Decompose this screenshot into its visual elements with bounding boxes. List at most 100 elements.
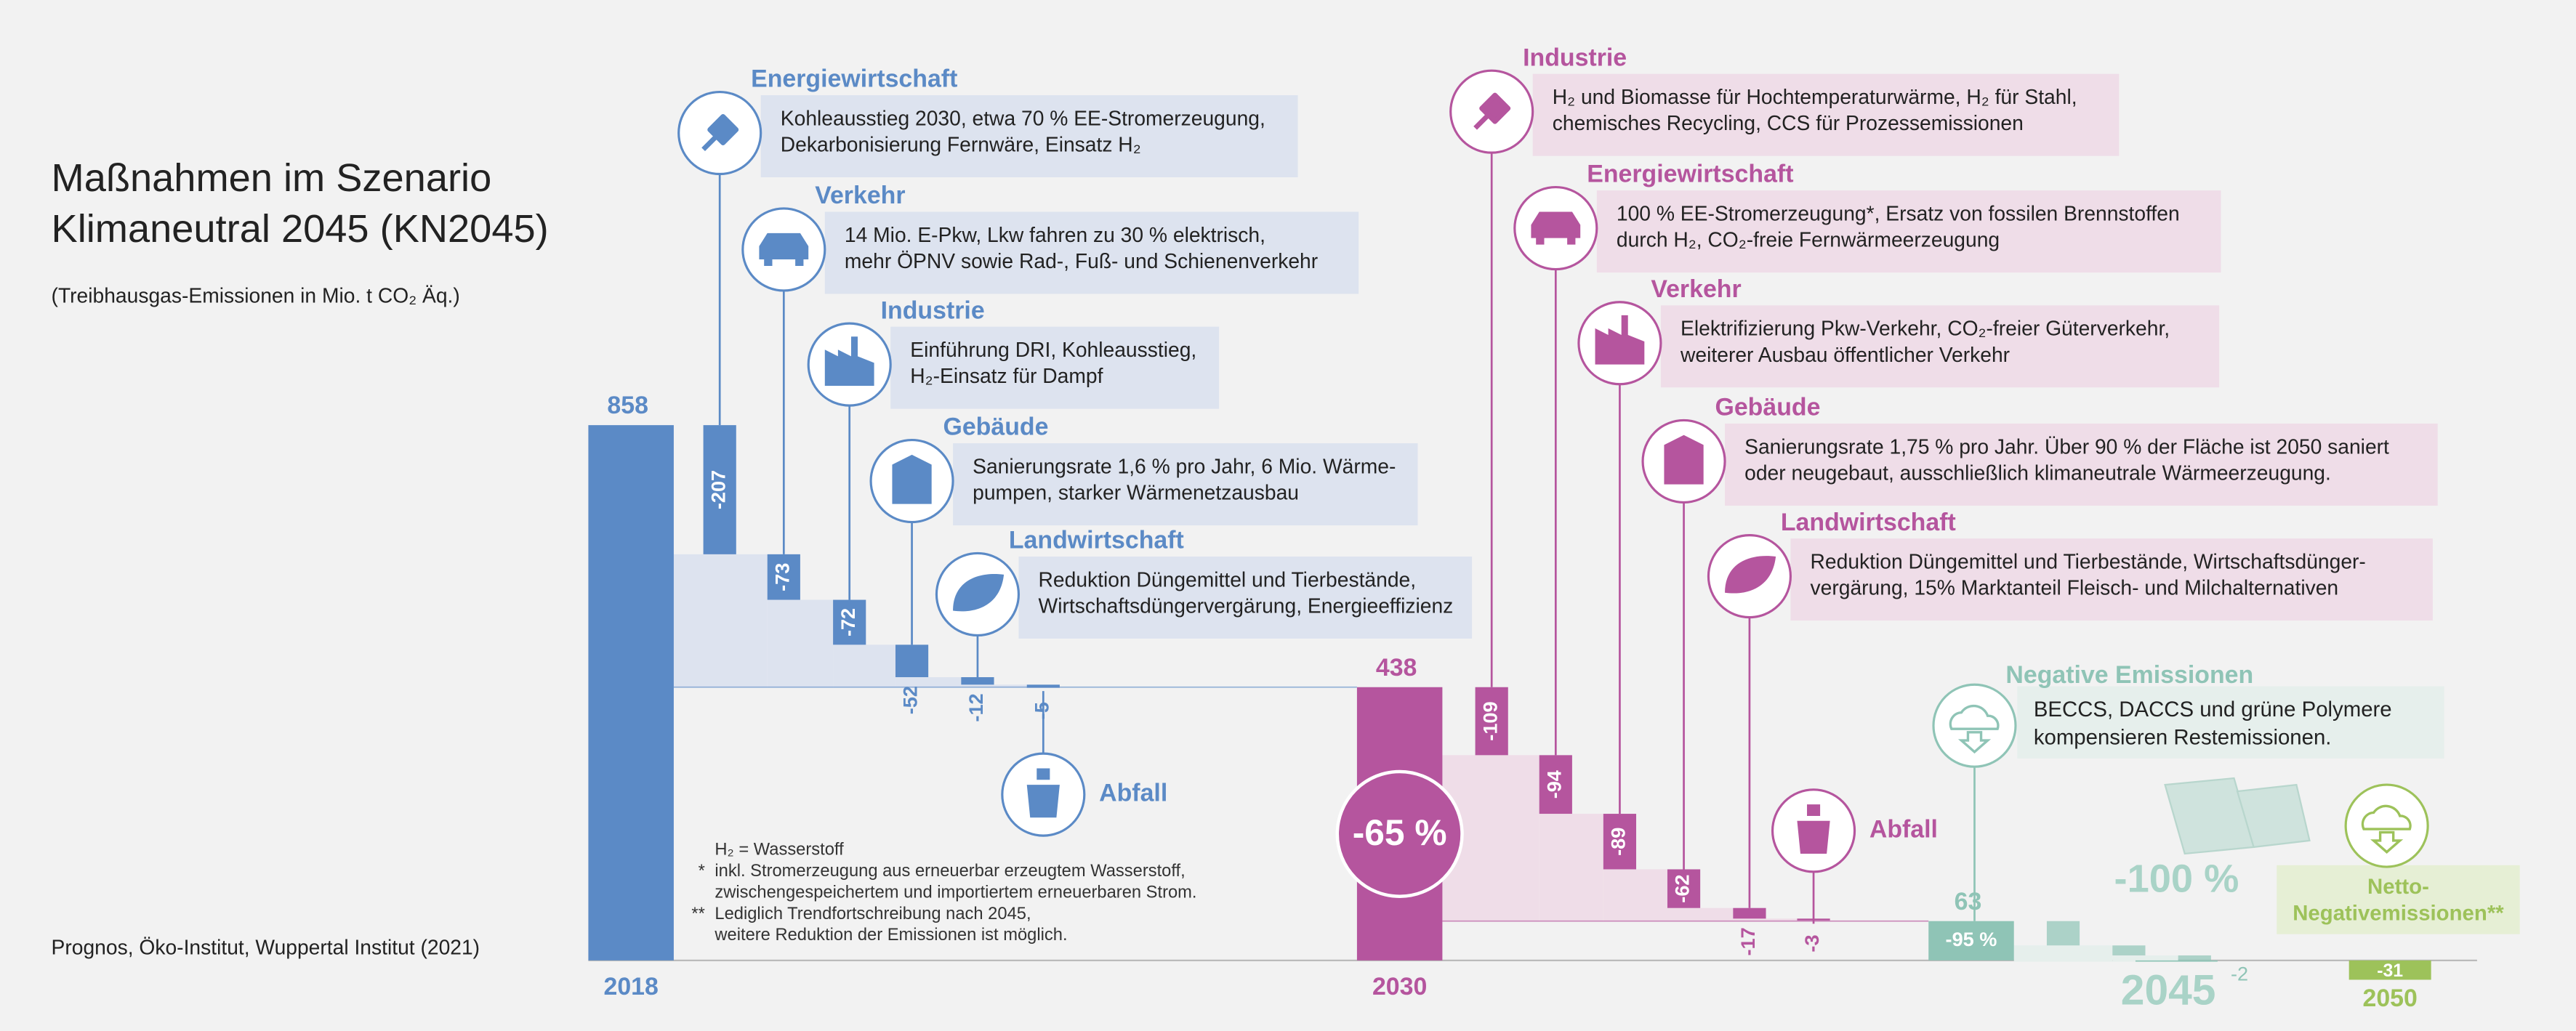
callout-text: Kohleausstieg 2030, etwa 70 % EE-Stromer…: [781, 106, 1265, 129]
sector-heading: Abfall: [1099, 780, 1167, 807]
change-label: -95 %: [1946, 928, 1997, 950]
value-label: -207: [707, 470, 729, 509]
icon-glyph: [953, 574, 1005, 612]
chart-subtitle: (Treibhausgas-Emissionen in Mio. t CO₂ Ä…: [52, 283, 460, 307]
value-label: -62: [1671, 875, 1694, 903]
shade: [961, 684, 1027, 687]
sector-heading: Verkehr: [815, 182, 905, 209]
value-label: -5: [1030, 702, 1052, 719]
footnote: inkl. Stromerzeugung aus erneuerbar erze…: [715, 862, 1185, 881]
callout-text: Wirtschaftsdüngervergärung, Energieeffiz…: [1039, 594, 1454, 617]
sector-heading: Gebäude: [1715, 394, 1820, 421]
bar: [703, 425, 736, 554]
callout-box: [2017, 686, 2444, 759]
shade: [1733, 918, 1798, 921]
bar: [1603, 814, 1637, 870]
callout-text: Netto-: [2367, 875, 2429, 899]
shade: [1667, 907, 1734, 921]
bar: [833, 599, 866, 645]
footnote: zwischengespeichertem und importiertem e…: [715, 883, 1196, 902]
icon: [2355, 794, 2418, 857]
total-value: 438: [1376, 654, 1417, 682]
change-label: -65 %: [1353, 812, 1447, 853]
bar: [2046, 921, 2080, 946]
callout-text: H₂ und Biomasse für Hochtemperaturwärme,…: [1553, 85, 2077, 108]
callout-text: H₂-Einsatz für Dampf: [910, 364, 1103, 387]
icon-glyph: [1531, 211, 1581, 245]
bar: [1667, 869, 1701, 908]
footnote-marker: **: [691, 905, 704, 923]
value-label: -73: [770, 563, 793, 591]
year-label: 2045: [2121, 967, 2216, 1014]
total-value: -31: [2377, 961, 2403, 981]
callout-text: Sanierungsrate 1,6 % pro Jahr, 6 Mio. Wä…: [973, 454, 1396, 477]
footnote: Lediglich Trendfortschreibung nach 2045,: [715, 905, 1031, 923]
shade: [895, 677, 962, 687]
sector-heading: Landwirtschaft: [1009, 527, 1184, 554]
year-label: 2050: [2362, 984, 2417, 1012]
bar: [1026, 684, 1060, 688]
value-label: -52: [899, 686, 922, 714]
total-bar: [1928, 921, 2014, 961]
bar: [767, 554, 800, 600]
footnote: H₂ = Wasserstoff: [715, 841, 844, 860]
callout-box: [824, 211, 1359, 294]
callout-box: [1660, 305, 2220, 388]
callout-text: Negativemissionen**: [2293, 901, 2504, 925]
total-value: 858: [607, 392, 648, 419]
callout-box: [953, 443, 1418, 526]
callout-box: [760, 95, 1298, 178]
icon-glyph: [1026, 768, 1060, 818]
callout-box: [1018, 556, 1473, 639]
callout-text: vergärung, 15% Marktanteil Fleisch- und …: [1811, 576, 2339, 599]
sector-heading: Industrie: [881, 296, 985, 324]
value-label: -17: [1736, 927, 1759, 955]
callout-text: weiterer Ausbau öffentlicher Verkehr: [1680, 343, 2010, 366]
shade: [2112, 955, 2178, 962]
sector-heading: Negative Emissionen: [2005, 661, 2253, 689]
shade: [1603, 869, 1667, 921]
callout-box: [1725, 423, 2438, 506]
icon-glyph: [1949, 704, 2000, 754]
callout-text: 14 Mio. E-Pkw, Lkw fahren zu 30 % elektr…: [845, 223, 1265, 246]
change-badge: [1335, 769, 1464, 898]
chart-title: Maßnahmen im Szenario: [52, 156, 492, 200]
sector-heading: Abfall: [1869, 815, 1938, 843]
sector-heading: Verkehr: [1651, 275, 1741, 303]
callout-box: [1790, 538, 2433, 621]
shade: [767, 599, 834, 687]
sector-heading: Landwirtschaft: [1781, 509, 1956, 536]
icon-glyph: [892, 454, 932, 504]
icon-glyph: [1595, 315, 1645, 365]
bar: [1539, 755, 1572, 814]
icon-glyph: [1664, 434, 1704, 485]
callout-text: mehr ÖPNV sowie Rad-, Fuß- und Schienenv…: [845, 249, 1318, 272]
value-label: -109: [1478, 701, 1501, 740]
chart-title: Klimaneutral 2045 (KN2045): [52, 207, 549, 251]
icon-glyph: [1797, 804, 1830, 854]
sector-heading: Industrie: [1523, 44, 1627, 71]
year-label: 2018: [603, 973, 658, 1000]
total-bar: [588, 425, 674, 961]
callout-text: pumpen, starker Wärmenetzausbau: [973, 481, 1299, 504]
value-label: -3: [1800, 934, 1823, 952]
callout-text: durch H₂, CO₂-freie Fernwärmeerzeugung: [1617, 228, 2000, 251]
callout-text: Dekarbonisierung Fernwäre, Einsatz H₂: [781, 133, 1141, 156]
bar: [2178, 955, 2211, 962]
bar: [2112, 945, 2146, 955]
icon-glyph: [824, 336, 874, 386]
sector-heading: Gebäude: [943, 413, 1048, 441]
callout-text: Reduktion Düngemittel und Tierbestände, …: [1811, 549, 2366, 573]
callout-text: Sanierungsrate 1,75 % pro Jahr. Über 90 …: [1744, 434, 2389, 458]
shade: [673, 554, 768, 687]
callout-box: [1596, 190, 2221, 273]
callout-text: Einführung DRI, Kohleausstieg,: [910, 338, 1196, 361]
value-label: -94: [1542, 770, 1565, 798]
icon-glyph: [1725, 556, 1776, 594]
icon-glyph: [2361, 804, 2412, 854]
footnote: weitere Reduktion der Emissionen ist mög…: [714, 926, 1067, 945]
callout-box: [1532, 73, 2120, 156]
year-label: 2030: [1372, 973, 1427, 1000]
